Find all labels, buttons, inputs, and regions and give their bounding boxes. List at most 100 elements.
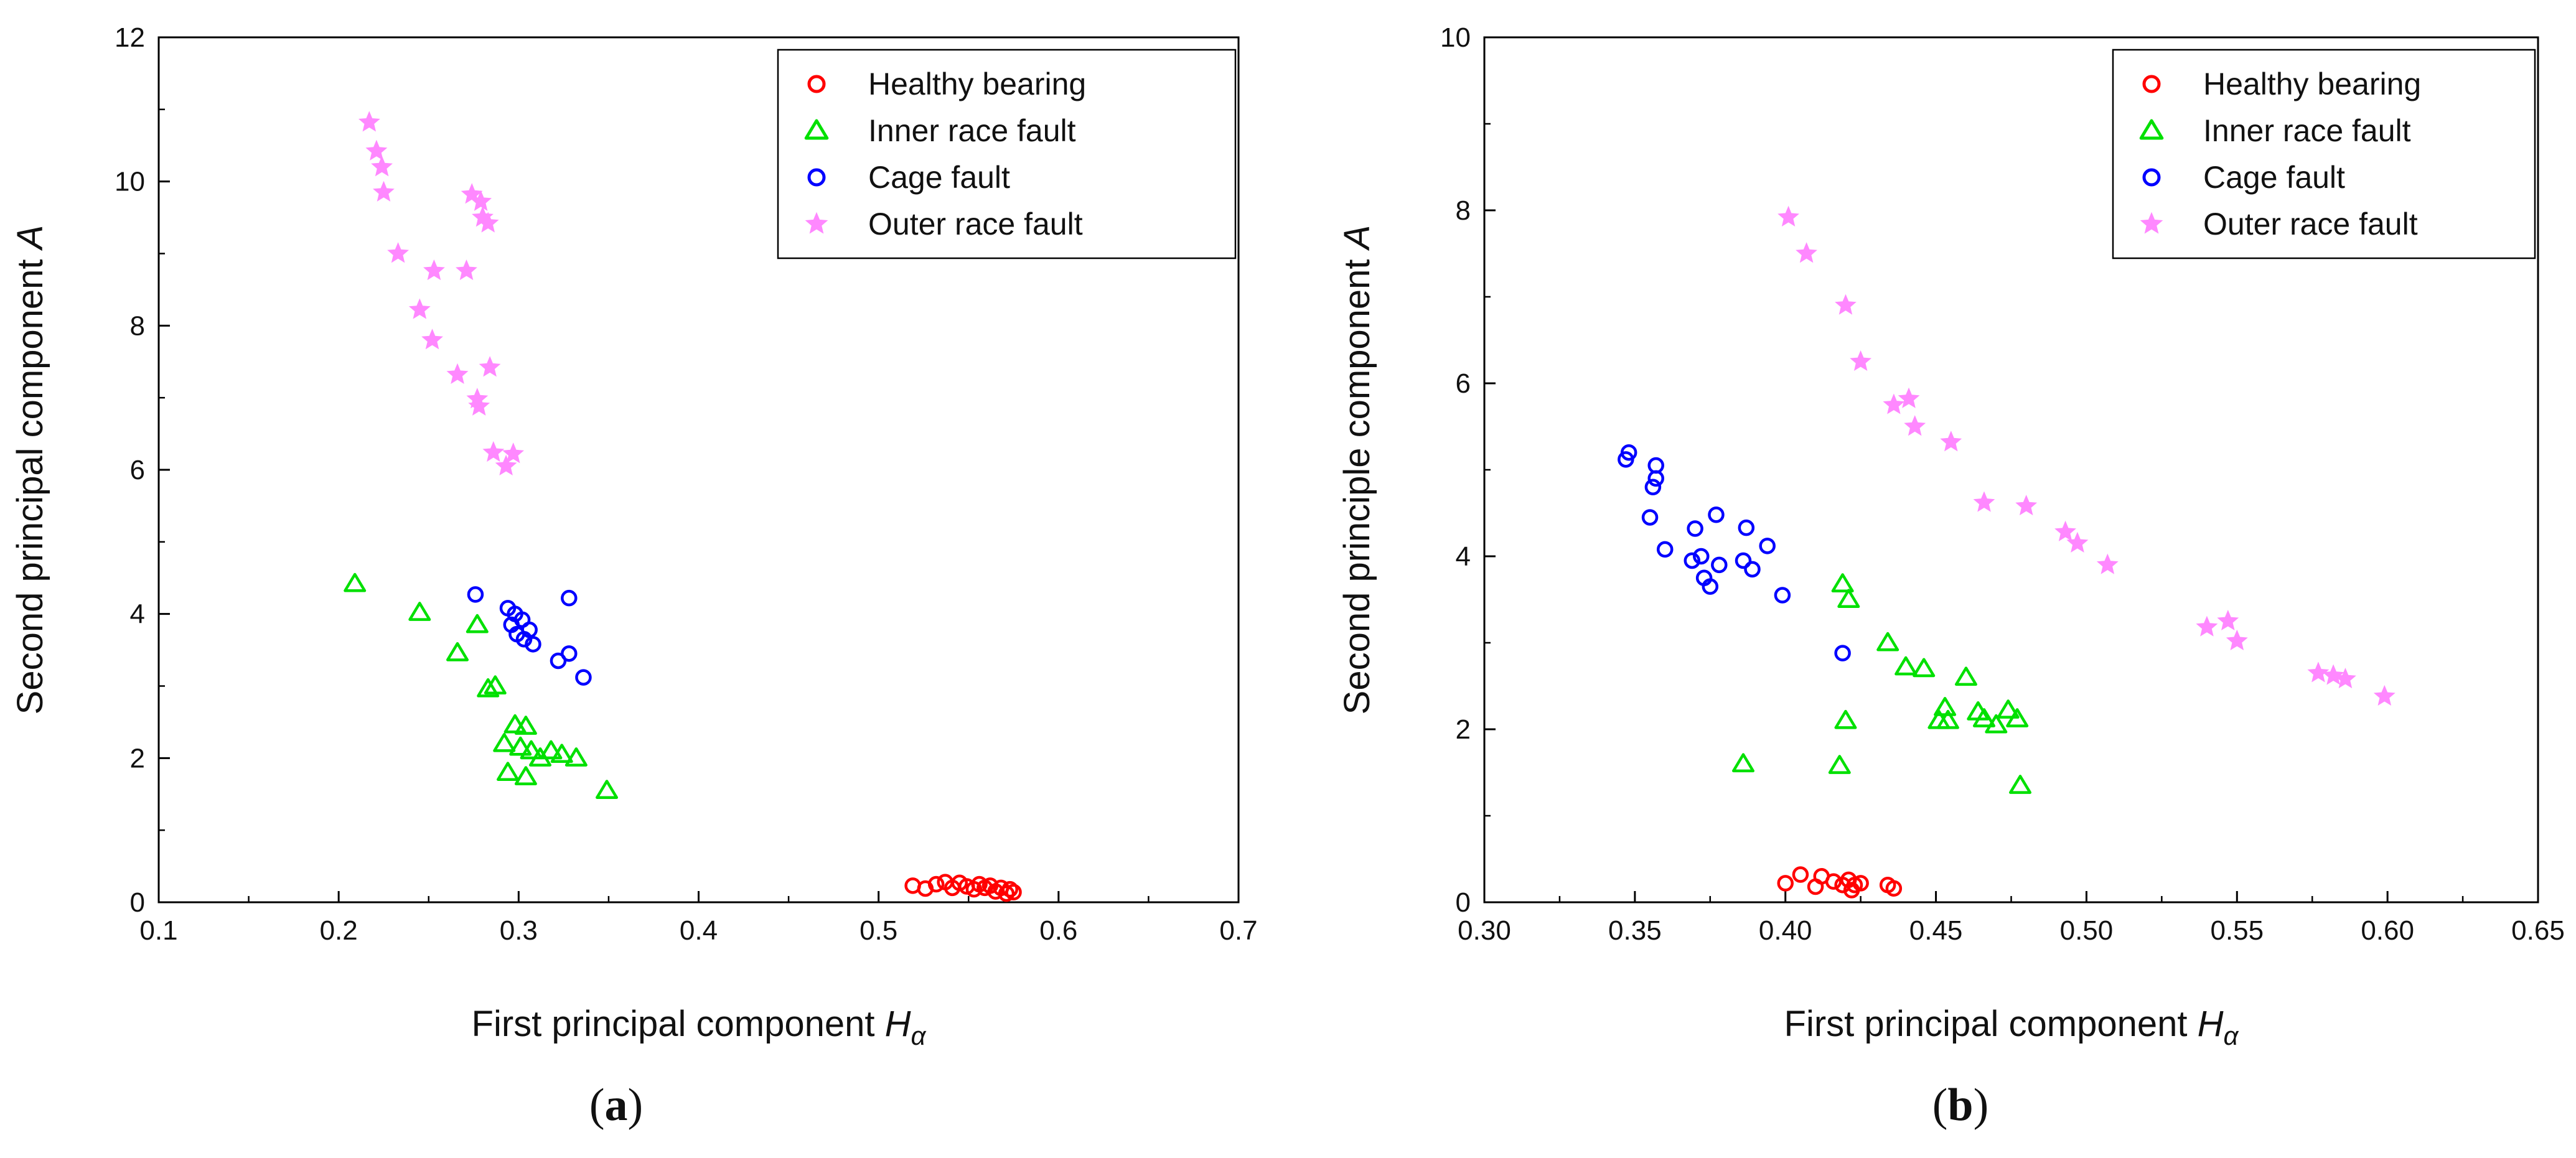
- panel-b-data-point: [1792, 866, 1809, 883]
- panel-a-legend-label: Cage fault: [868, 160, 1010, 195]
- panel-a-data-point: [373, 180, 395, 202]
- panel-b-data-point: [1885, 880, 1903, 897]
- panel-a-data-point: [495, 454, 517, 476]
- panel-b-data-point: [1883, 393, 1905, 414]
- panel-b-legend-marker: [2142, 168, 2161, 187]
- panel-b-data-point: [1835, 294, 1857, 315]
- panel-b-data-point: [1895, 656, 1918, 676]
- panel-b-x-tick-label: 0.60: [2361, 915, 2414, 946]
- panel-a-legend-marker: [805, 212, 828, 234]
- panel-b-x-tick-label: 0.55: [2210, 915, 2264, 946]
- panel-b-data-point: [1796, 242, 1817, 263]
- panel-a-data-point: [482, 441, 505, 462]
- panel-b-y-tick-label: 2: [1456, 714, 1471, 745]
- panel-b-legend: Healthy bearing Inner race fault Cage faul…: [2112, 49, 2536, 259]
- panel-b-x-tick-label: 0.65: [2511, 915, 2565, 946]
- panel-b-series-cage-fault: [1618, 444, 1851, 661]
- panel-a-y-axis-title: Second principal component A: [10, 225, 50, 715]
- panel-b-data-point: [1834, 645, 1851, 661]
- panel-a-legend: Healthy bearing Inner race fault Cage faul…: [777, 49, 1237, 259]
- panel-a-data-point: [446, 642, 469, 661]
- panel-b-data-point: [1738, 519, 1755, 536]
- panel-a-data-point: [525, 636, 541, 653]
- panel-a-series-cage-fault: [467, 586, 592, 686]
- panel-b-y-axis-title: Second principle component A: [1337, 225, 1377, 715]
- panel-b-data-point: [2217, 610, 2239, 631]
- panel-b-data-point: [1913, 658, 1936, 678]
- panel-a-data-point: [564, 747, 588, 767]
- panel-a-series-outer-race-fault: [358, 111, 525, 476]
- panel-b-data-point: [1972, 708, 1995, 727]
- panel-b-data-point: [1693, 548, 1710, 565]
- panel-a-data-point: [446, 363, 469, 384]
- panel-a-data-point: [596, 780, 619, 799]
- panel-b-data-point: [1641, 509, 1659, 526]
- panel-a-y-tick-label: 10: [115, 167, 145, 197]
- panel-b-data-point: [2335, 668, 2356, 689]
- panel-a-series-inner-race-fault: [344, 572, 619, 799]
- panel-a-data-point: [466, 614, 489, 633]
- panel-b-data-point: [1940, 431, 1962, 452]
- panel-a-data-point: [387, 242, 410, 263]
- panel-b-legend-label: Outer race fault: [2203, 207, 2418, 241]
- panel-a-data-point: [509, 736, 532, 756]
- panel-b-data-point: [1834, 709, 1857, 729]
- panel-b-data-point: [2096, 553, 2119, 574]
- panel-b-data-point: [1825, 873, 1842, 890]
- panel-a-data-point: [365, 139, 388, 161]
- panel-a-data-point: [496, 762, 519, 781]
- panel-b-data-point: [1828, 755, 1851, 774]
- panel-b-data-point: [1687, 520, 1703, 537]
- panel-a-x-tick-label: 0.3: [500, 915, 538, 946]
- panel-b-data-point: [1656, 541, 1674, 558]
- panel-a-data-point: [514, 766, 537, 785]
- panel-b-data-point: [2054, 520, 2076, 541]
- panel-a-data-point: [927, 876, 945, 893]
- panel-a-legend-marker: [807, 168, 826, 187]
- panel-a-legend-label: Healthy bearing: [868, 67, 1086, 101]
- panel-a-y-tick-label: 6: [130, 455, 145, 485]
- panel-b-legend-box: [2112, 49, 2536, 259]
- panel-a-x-tick-label: 0.5: [859, 915, 897, 946]
- panel-a-data-point: [561, 589, 578, 607]
- panel-a-data-point: [479, 356, 501, 377]
- panel-a-data-point: [344, 572, 367, 592]
- panel-b-x-tick-label: 0.45: [1909, 915, 1963, 946]
- panel-b-data-point: [1997, 699, 2020, 719]
- panel-b-y-tick-label: 6: [1456, 368, 1471, 399]
- panel-b-x-axis-title: First principal component Hα: [1784, 1004, 2239, 1050]
- panel-a-data-point: [358, 111, 380, 132]
- panel-b-data-point: [1774, 587, 1791, 604]
- panel-b-data-point: [1985, 714, 2008, 734]
- panel-b-legend-label: Inner race fault: [2203, 113, 2411, 148]
- panel-b-x-tick-label: 0.40: [1759, 915, 1812, 946]
- panel-a-data-point: [550, 744, 573, 763]
- panel-b-data-point: [1777, 875, 1794, 892]
- panel-b-data-point: [1777, 205, 1799, 226]
- panel-a-legend-label: Outer race fault: [868, 207, 1083, 241]
- panel-b-panel-label: (b): [1932, 1080, 1988, 1131]
- panel-b-legend-marker: [2140, 212, 2163, 234]
- panel-a-x-axis-title: First principal component Hα: [472, 1004, 927, 1050]
- panel-b-data-point: [1620, 444, 1637, 461]
- panel-a-y-tick-label: 2: [130, 743, 145, 773]
- panel-a-x-tick-label: 0.1: [139, 915, 177, 946]
- panel-a-data-point: [477, 212, 499, 233]
- panel-a-data-point: [468, 395, 490, 416]
- panel-b-data-point: [1831, 573, 1854, 592]
- panel-b-data-point: [1850, 350, 1872, 371]
- panel-b-series-healthy-bearing: [1777, 866, 1903, 899]
- panel-b-series-inner-race-fault: [1731, 573, 2032, 794]
- panel-b-legend-label: Cage fault: [2203, 160, 2345, 195]
- panel-b-legend-marker: [2142, 75, 2161, 93]
- panel-b-data-point: [1876, 632, 1899, 651]
- panel-b-series-outer-race-fault: [1777, 205, 2396, 706]
- panel-a-x-tick-label: 0.6: [1039, 915, 1077, 946]
- panel-b-data-point: [1936, 709, 1959, 729]
- panel-a-y-tick-label: 4: [130, 599, 145, 630]
- panel-b-data-point: [1711, 556, 1728, 574]
- panel-a-y-tick-label: 0: [130, 887, 145, 918]
- panel-b-x-tick-label: 0.30: [1458, 915, 1511, 946]
- panel-a-data-point: [1005, 884, 1022, 901]
